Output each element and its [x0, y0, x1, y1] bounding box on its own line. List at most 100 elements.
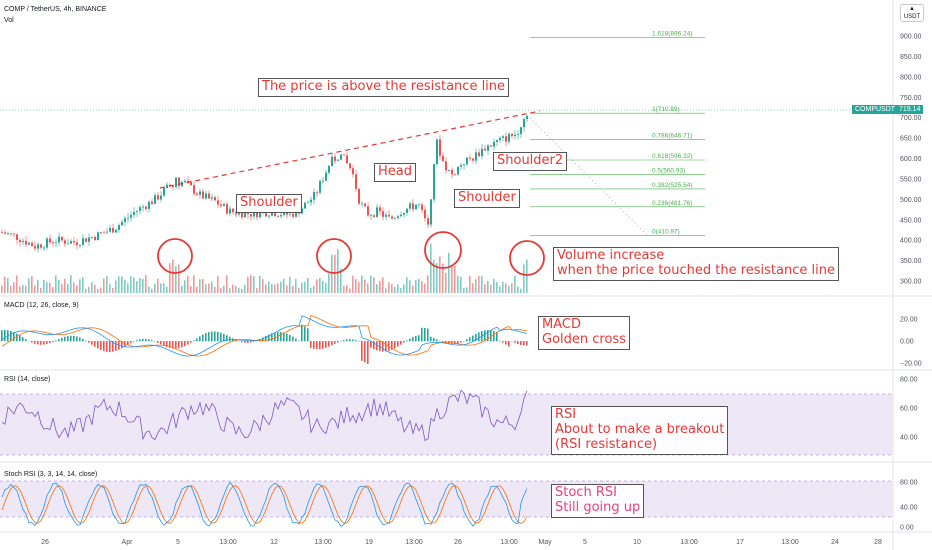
candle-body [337, 159, 339, 161]
volume-bar [457, 275, 459, 293]
candle-body [250, 214, 252, 217]
macd-histogram-bar [265, 336, 267, 342]
candle-body [73, 241, 75, 243]
volume-bar [337, 249, 339, 293]
volume-bar [412, 285, 414, 293]
macd-histogram-bar [67, 336, 69, 342]
macd-histogram-bar [199, 336, 201, 342]
macd-histogram-bar [16, 333, 18, 342]
candle-body [484, 148, 486, 151]
volume-bar [280, 281, 282, 293]
volume-bar [472, 283, 474, 293]
rsi-axis-label: 80.00 [900, 377, 918, 384]
candle-body [352, 168, 354, 175]
volume-bar [253, 276, 255, 293]
candle-body [64, 240, 66, 244]
macd-histogram-bar [280, 332, 282, 342]
macd-histogram-bar [499, 340, 501, 342]
macd-note: MACD Golden cross [538, 316, 630, 350]
candle-body [58, 236, 60, 243]
candle-body [304, 202, 306, 209]
macd-histogram-bar [472, 335, 474, 342]
rsi-axis-label: 40.00 [900, 435, 918, 442]
macd-histogram-bar [127, 341, 129, 345]
candle-body [22, 240, 24, 243]
resistance-line[interactable] [159, 110, 541, 189]
candle-body [439, 139, 441, 156]
candle-body [46, 238, 48, 248]
macd-histogram-bar [58, 339, 60, 342]
volume-bar [367, 283, 369, 293]
macd-histogram-bar [262, 337, 264, 342]
macd-histogram-bar [316, 341, 318, 350]
candle-body [79, 244, 81, 246]
volume-bar [526, 259, 528, 293]
volume-bar [181, 285, 183, 293]
candle-body [130, 214, 132, 218]
candle-body [82, 238, 84, 245]
macd-histogram-bar [208, 332, 210, 342]
candle-body [121, 221, 123, 226]
stoch-axis-label: 80.00 [900, 480, 918, 487]
macd-histogram-bar [301, 324, 303, 342]
shoulder-left-label: Shoulder [236, 194, 302, 213]
shoulder-right-label: Shoulder [454, 189, 520, 208]
candle-body [280, 215, 282, 217]
macd-histogram-bar [202, 334, 204, 342]
volume-bar [46, 282, 48, 293]
volume-bar [349, 288, 351, 293]
volume-bar [112, 288, 114, 293]
macd-histogram-bar [160, 341, 162, 345]
candle-body [244, 212, 246, 218]
fib-level-label: 0.236(481.76) [652, 200, 692, 207]
candle-body [457, 166, 459, 175]
time-axis[interactable]: 26 Apr 5 13:00 12 13:00 19 13:00 26 13:00 May 5 10 13… [41, 539, 882, 546]
volume-bar [421, 280, 423, 293]
stoch-rsi-indicator [1, 481, 528, 527]
candle-body [331, 156, 333, 166]
macd-signal-line [1, 314, 528, 357]
candle-body [247, 212, 249, 215]
macd-histogram-bar [394, 341, 396, 349]
currency-badge[interactable]: ▲ USDT [900, 4, 924, 22]
volume-bar [355, 279, 357, 293]
candle-body [523, 119, 525, 128]
volume-bar [418, 279, 420, 293]
macd-histogram-bar [379, 341, 381, 352]
volume-bar [4, 276, 6, 293]
fibonacci-extension[interactable]: 1.618(896.24) 1(710.89) 0.786(646.71) 0.618… [530, 31, 705, 236]
rsi-axis-label: 60.00 [900, 406, 918, 413]
volume-bar [283, 278, 285, 293]
volume-bar [67, 283, 69, 293]
macd-histogram-bar [220, 332, 222, 342]
volume-bar [265, 284, 267, 293]
macd-histogram-bar [76, 336, 78, 342]
volume-bar [433, 259, 435, 293]
candle-body [520, 127, 522, 135]
macd-histogram-bar [55, 340, 57, 342]
candle-body [451, 169, 453, 175]
volume-bar [220, 287, 222, 293]
candle-body [361, 203, 363, 205]
volume-bar [10, 285, 12, 293]
candle-body [1, 232, 3, 233]
macd-histogram-bar [373, 341, 375, 350]
fib-level-label: 1(710.89) [652, 106, 680, 113]
chevron-up-icon: ▲ [909, 6, 915, 12]
macd-histogram-bar [61, 337, 63, 342]
macd-histogram-bar [142, 338, 144, 342]
volume-bar [100, 287, 102, 293]
volume-bar [490, 284, 492, 293]
candle-body [13, 233, 15, 235]
rsi-note-line2: About to make a breakout [555, 421, 725, 437]
macd-histogram-bar [505, 341, 507, 345]
price-axis[interactable]: 950.00900.00850.00800.00750.00700.00650.… [900, 13, 922, 285]
candle-body [394, 217, 396, 219]
volume-bar [13, 282, 15, 293]
volume-bar [382, 277, 384, 293]
stoch-title: Stoch RSI (3, 3, 14, 14, close) [4, 471, 97, 478]
head-label: Head [374, 163, 416, 182]
macd-histogram-bar [469, 337, 471, 342]
macd-histogram-bar [82, 338, 84, 342]
